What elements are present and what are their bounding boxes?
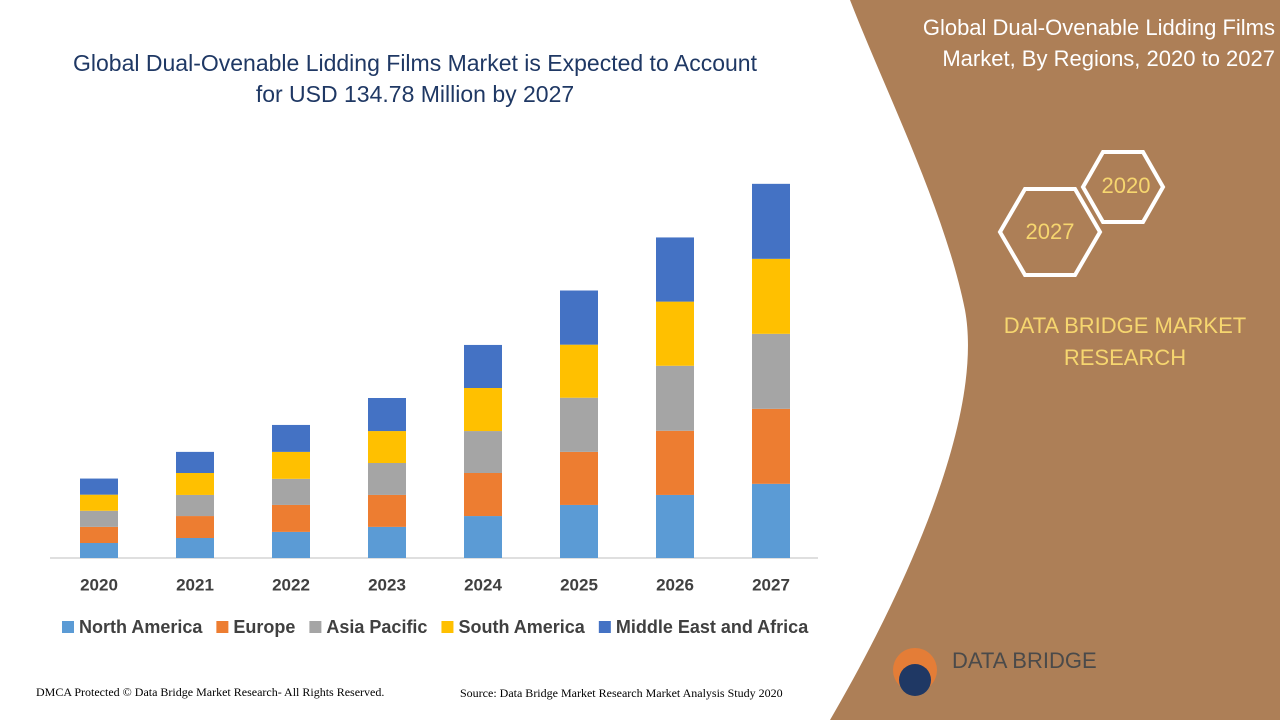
hexagon <box>1080 150 1166 224</box>
bar-segment <box>752 408 790 484</box>
bar-segment <box>656 430 694 495</box>
title-box: Global Dual-Ovenable Lidding Films Marke… <box>73 50 757 107</box>
copyright: DMCA Protected © Data Bridge Market Rese… <box>36 685 384 699</box>
legend-swatch <box>216 621 229 633</box>
bar-segment <box>560 504 598 558</box>
panel-title-box: Global Dual-Ovenable Lidding Films Marke… <box>922 15 1275 71</box>
x-tick-label: 2023 <box>368 575 406 594</box>
bar-segment <box>176 516 214 538</box>
logo-icon <box>899 664 931 696</box>
bar-segment <box>656 365 694 431</box>
bar-segment <box>752 258 790 334</box>
bar-segment <box>752 183 790 259</box>
bar-segment <box>560 451 598 505</box>
side-panel <box>830 0 1280 720</box>
bar-segment <box>176 494 214 517</box>
brand: DATA BRIDGE MARKET RESEARCH <box>1003 313 1247 370</box>
bar-segment <box>80 526 118 543</box>
bar-segment <box>272 504 310 532</box>
bar-segment <box>368 398 406 432</box>
bar-segment <box>560 397 598 452</box>
bar-segment <box>176 451 214 473</box>
bar-segment <box>368 526 406 558</box>
source: Source: Data Bridge Market Research Mark… <box>460 686 783 700</box>
bar-segment <box>272 451 310 479</box>
hex-label: 2027 <box>1026 219 1075 244</box>
bar-segment <box>464 388 502 432</box>
bar-segment <box>752 483 790 558</box>
bar-segment <box>80 478 118 495</box>
hex-label: 2020 <box>1102 173 1151 198</box>
x-tick-label: 2020 <box>80 575 118 594</box>
legend-swatch <box>309 621 322 633</box>
legend-label: South America <box>458 617 585 637</box>
bar-segment <box>272 478 310 505</box>
panel-title: Global Dual-Ovenable Lidding Films Marke… <box>922 15 1275 71</box>
bar-segment <box>464 431 502 473</box>
bar-segment <box>80 543 118 558</box>
bar-segment <box>368 494 406 527</box>
bar-segment <box>752 333 790 409</box>
legend-swatch <box>62 621 74 633</box>
x-tick-label: 2027 <box>752 575 790 594</box>
x-tick-label: 2026 <box>656 575 694 594</box>
logo-text: DATA BRIDGE <box>952 648 1097 673</box>
bar-segment <box>464 473 502 517</box>
chart-title: Global Dual-Ovenable Lidding Films Marke… <box>73 50 757 107</box>
bar-segment <box>656 237 694 302</box>
x-tick-label: 2025 <box>560 575 598 594</box>
legend-label: Europe <box>233 617 295 637</box>
legend-swatch <box>598 621 611 633</box>
bar-segment <box>176 538 214 558</box>
x-tick-label: 2022 <box>272 575 310 594</box>
bar-segment <box>464 516 502 558</box>
bar-segment <box>656 301 694 366</box>
x-tick-label: 2021 <box>176 575 214 594</box>
hexagon <box>997 187 1103 277</box>
bar-segment <box>560 290 598 345</box>
bar-segment <box>272 531 310 558</box>
bar-segment <box>368 431 406 463</box>
legend-label: Middle East and Africa <box>616 617 809 637</box>
bar-segment <box>368 463 406 495</box>
legend-label: Asia Pacific <box>326 617 427 637</box>
brand-box: DATA BRIDGE MARKET RESEARCH <box>1003 313 1247 370</box>
legend-swatch <box>441 621 454 633</box>
bar-segment <box>272 424 310 452</box>
bar-segment <box>80 510 118 527</box>
x-tick-label: 2024 <box>464 575 502 594</box>
legend-label: North America <box>79 617 203 637</box>
bar-segment <box>176 473 214 495</box>
bar-segment <box>464 344 502 388</box>
bar-segment <box>656 494 694 558</box>
bar-segment <box>80 494 118 511</box>
bar-segment <box>560 344 598 398</box>
